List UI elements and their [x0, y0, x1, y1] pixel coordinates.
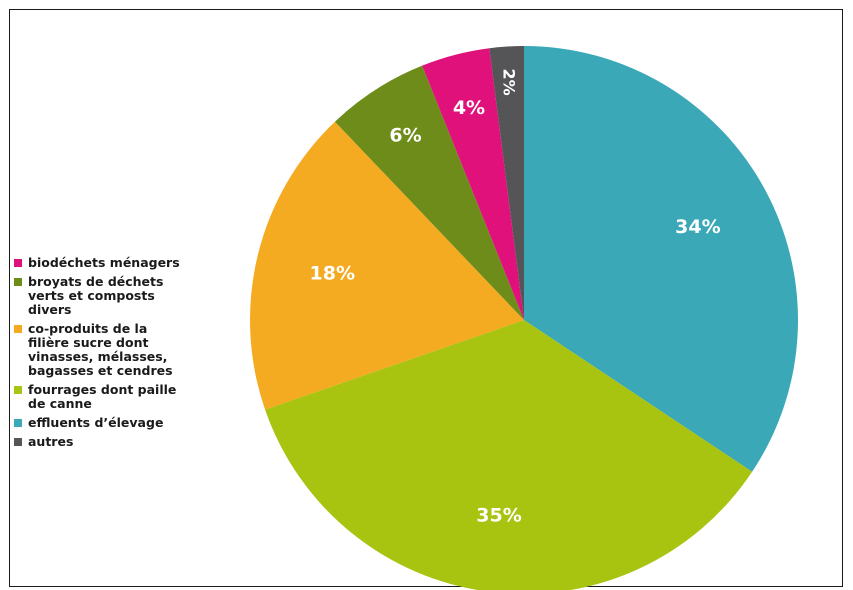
- legend-swatch: [14, 278, 22, 286]
- slice-label-co-produits-de-la-filiere-su: 18%: [310, 262, 355, 284]
- slice-label-effluents-d-elevage: 34%: [675, 216, 720, 238]
- legend-item-effluents-d-elevage: effluents d’élevage: [14, 416, 219, 430]
- legend-label: fourrages dont paille de canne: [28, 382, 177, 411]
- legend-label: effluents d’élevage: [28, 415, 164, 430]
- pie-slice-effluents-d-elevage: [524, 46, 798, 472]
- legend-label: broyats de déchets verts et composts div…: [28, 274, 164, 317]
- slice-label-biodechets-menagers: 4%: [453, 97, 485, 119]
- slice-label-fourrages-dont-paille-de-can: 35%: [476, 505, 521, 527]
- legend-item-autres: autres: [14, 435, 219, 449]
- pie-slice-fourrages-dont-paille-de-can: [265, 320, 753, 590]
- legend: biodéchets ménagers broyats de déchets ve…: [14, 256, 219, 454]
- legend-item-co-produits-de-la-filiere-su: co-produits de la filière sucre dont vin…: [14, 322, 219, 378]
- legend-item-biodechets-menagers: biodéchets ménagers: [14, 256, 219, 270]
- legend-item-fourrages-dont-paille-de-can: fourrages dont paille de canne: [14, 383, 219, 411]
- legend-item-broyats-de-dechets-verts-et-: broyats de déchets verts et composts div…: [14, 275, 219, 317]
- legend-label: co-produits de la filière sucre dont vin…: [28, 321, 173, 378]
- slice-label-autres: 2%: [499, 69, 518, 96]
- slice-label-broyats-de-dechets-verts-et-: 6%: [389, 125, 421, 147]
- legend-swatch: [14, 419, 22, 427]
- pie-slice-biodechets-menagers: [422, 48, 524, 321]
- pie-slice-autres: [489, 46, 524, 320]
- legend-swatch: [14, 259, 22, 267]
- legend-swatch: [14, 325, 22, 333]
- legend-label: autres: [28, 434, 74, 449]
- pie-slice-broyats-de-dechets-verts-et-: [334, 65, 524, 320]
- legend-swatch: [14, 438, 22, 446]
- pie-slice-co-produits-de-la-filiere-su: [249, 121, 524, 410]
- legend-swatch: [14, 386, 22, 394]
- legend-label: biodéchets ménagers: [28, 255, 180, 270]
